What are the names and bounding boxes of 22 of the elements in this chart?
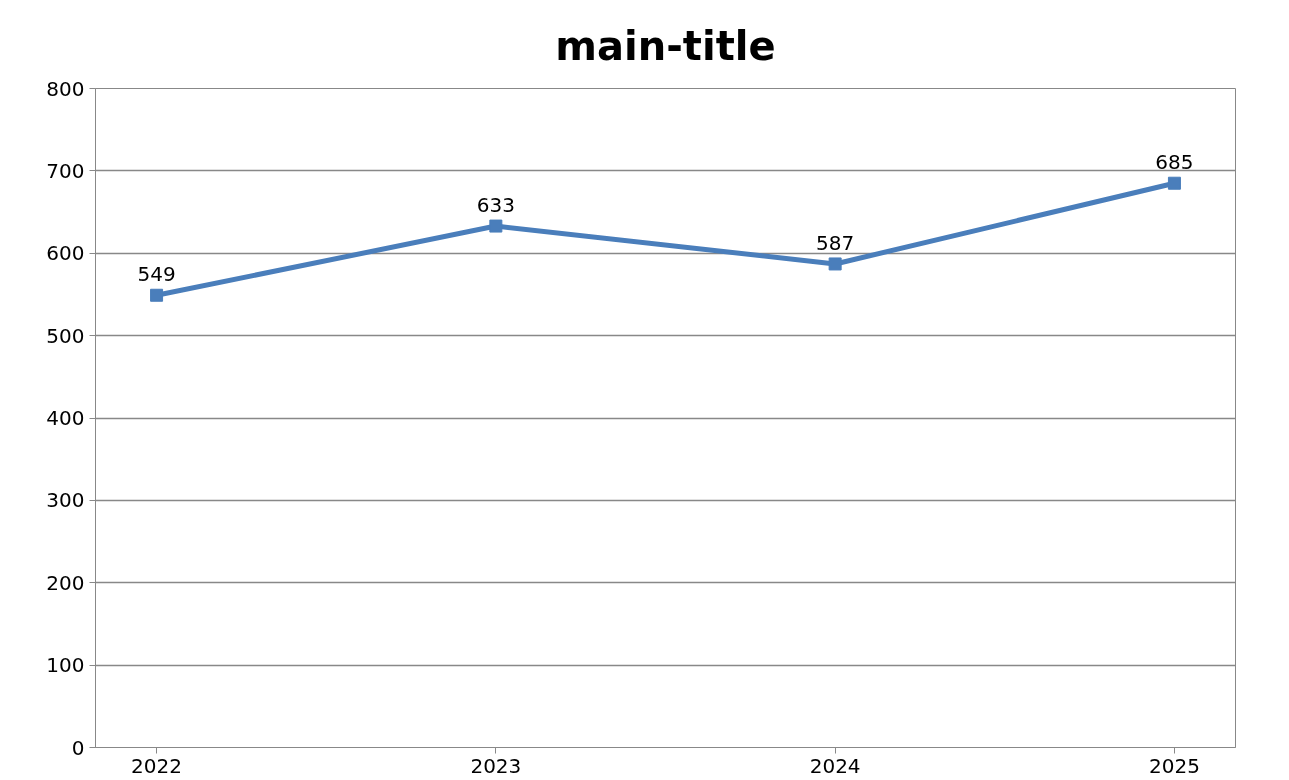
point	[1167, 176, 1181, 190]
data-label: 587	[816, 230, 855, 255]
y-tick-label: 200	[46, 570, 85, 595]
data-label: 685	[1155, 150, 1194, 175]
y-tick-label: 400	[46, 406, 85, 430]
data-label: 633	[476, 193, 515, 218]
y-tick-label: 600	[46, 241, 85, 266]
x-tick-label: 2024	[809, 753, 861, 778]
x-tick-label: 2022	[131, 753, 183, 778]
y-tick-label: 300	[46, 488, 85, 513]
chart-title: main-title	[555, 22, 776, 69]
x-tick-label: 2025	[1148, 753, 1200, 778]
y-tick-label: 500	[46, 323, 85, 348]
y-tick-label: 100	[46, 653, 85, 678]
point	[150, 288, 164, 302]
y-tick-label: 700	[46, 158, 85, 183]
point	[828, 257, 842, 271]
point	[489, 219, 503, 233]
y-tick-label: 0	[71, 735, 85, 760]
y-tick-label: 800	[46, 76, 85, 101]
data-label: 549	[137, 262, 176, 287]
x-tick-label: 2023	[470, 753, 522, 778]
